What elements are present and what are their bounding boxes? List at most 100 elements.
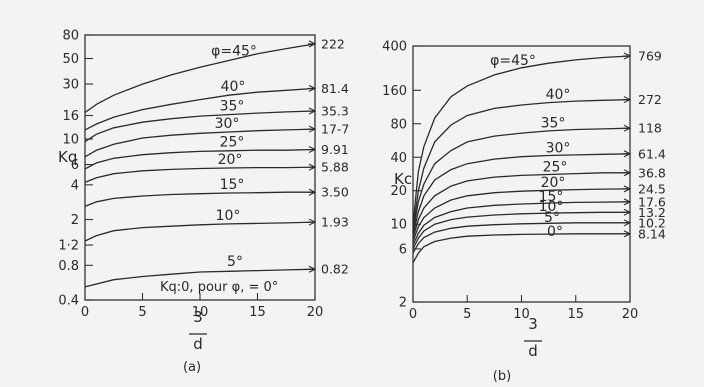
y-tick-label: 160 [382, 84, 407, 99]
x-tick-label: 0 [409, 307, 417, 322]
series-arrow [623, 150, 632, 158]
series-line [412, 188, 631, 242]
x-axis-label-denominator: d [528, 342, 538, 360]
series-line [412, 201, 631, 246]
y-axis-label: Kq [58, 148, 77, 166]
y-tick-label: 2 [399, 296, 407, 311]
x-tick-label: 10 [513, 307, 530, 322]
y-tick-label: 40 [390, 151, 407, 166]
series-end-value: 10.2 [638, 215, 666, 230]
chart-caption: (b) [493, 369, 511, 384]
series-line [84, 148, 316, 170]
series-line [412, 211, 630, 250]
series-arrow [623, 124, 632, 132]
series-label: 40° [546, 87, 571, 103]
series-line [412, 233, 630, 264]
series-label: 25° [220, 135, 245, 151]
series-label: 30° [215, 116, 240, 132]
y-tick-label: 10 [390, 218, 407, 233]
x-tick-label: 20 [307, 305, 324, 320]
series-label: 0° [547, 224, 563, 240]
series-line [412, 55, 631, 225]
x-axis-label-numerator: 3 [528, 315, 538, 333]
x-tick-label: 5 [138, 305, 146, 320]
chart-annotation: Kq:0, pour φ, = 0° [160, 280, 278, 295]
series-line [412, 172, 630, 239]
x-axis-label-numerator: 3 [193, 308, 203, 326]
series-label: 30° [546, 140, 571, 156]
series-arrow [308, 40, 317, 48]
series-line [412, 127, 631, 233]
series-arrow [308, 84, 317, 92]
y-tick-label: 0.4 [58, 294, 79, 309]
series-end-value: 272 [638, 92, 662, 107]
series-end-value: 8.14 [638, 226, 666, 241]
series-end-value: 118 [638, 121, 662, 136]
series-end-value: 769 [638, 49, 662, 64]
series-arrow [623, 96, 632, 104]
chart-caption: (a) [183, 360, 201, 375]
series-arrow [308, 125, 317, 133]
chart-a: 80 50 30 16 10 6 4 2 1·2 0.8 0.40 5 10 15 20 φ=45° 222 40… [58, 29, 349, 376]
series-line [84, 128, 316, 158]
series-arrow [308, 188, 317, 196]
series-label: 10° [539, 199, 564, 215]
y-tick-label: 6 [399, 242, 407, 257]
series-arrow [308, 146, 317, 154]
series-label: 25° [543, 159, 568, 175]
series-label: 5° [544, 210, 560, 226]
y-tick-label: 10 [62, 133, 79, 148]
series-end-value: 1.93 [321, 215, 349, 230]
series-end-value: 5.88 [321, 160, 349, 175]
series-end-value: 3.50 [321, 185, 349, 200]
series-line [84, 43, 316, 114]
series-label: 35° [541, 116, 566, 132]
y-tick-label: 1·2 [58, 239, 79, 254]
series-end-value: 17-7 [321, 122, 349, 137]
series-arrow [623, 230, 632, 238]
series-arrow [623, 208, 632, 216]
y-tick-label: 50 [62, 52, 79, 67]
series-label: 20° [541, 175, 566, 191]
series-arrow [623, 219, 632, 227]
series-line [84, 268, 316, 288]
series-end-value: 24.5 [638, 181, 666, 196]
y-tick-label: 400 [382, 40, 407, 55]
series-end-value: 81.4 [321, 81, 349, 96]
series-line [84, 221, 316, 242]
series-end-value: 35.3 [321, 104, 349, 119]
series-label: 10° [216, 208, 241, 224]
series-line [84, 87, 316, 131]
y-tick-label: 80 [390, 117, 407, 132]
series-arrow [308, 218, 317, 226]
x-tick-label: 15 [567, 307, 584, 322]
series-end-value: 9.91 [321, 142, 349, 157]
series-label: 20° [218, 152, 243, 168]
x-tick-label: 10 [192, 305, 209, 320]
series-end-value: 222 [321, 36, 345, 51]
y-tick-label: 2 [71, 213, 79, 228]
series-arrow [623, 52, 632, 60]
series-label: 15° [539, 189, 564, 205]
series-end-value: 61.4 [638, 146, 666, 161]
y-tick-label: 0.8 [58, 259, 79, 274]
series-label: φ=45° [490, 53, 536, 69]
series-line [412, 153, 631, 236]
series-end-value: 17.6 [638, 194, 666, 209]
x-tick-label: 0 [81, 305, 89, 320]
series-end-value: 36.8 [638, 165, 666, 180]
series-line [412, 98, 631, 230]
x-tick-label: 15 [249, 305, 266, 320]
x-tick-label: 5 [463, 307, 471, 322]
y-tick-label: 4 [71, 178, 79, 193]
series-label: φ=45° [211, 43, 257, 59]
x-tick-label: 20 [622, 307, 639, 322]
series-arrow [308, 107, 317, 115]
series-arrow [623, 185, 632, 193]
series-label: 35° [220, 98, 245, 114]
y-tick-label: 6 [71, 158, 79, 173]
series-line [84, 110, 316, 143]
series-label: 40° [221, 79, 246, 95]
